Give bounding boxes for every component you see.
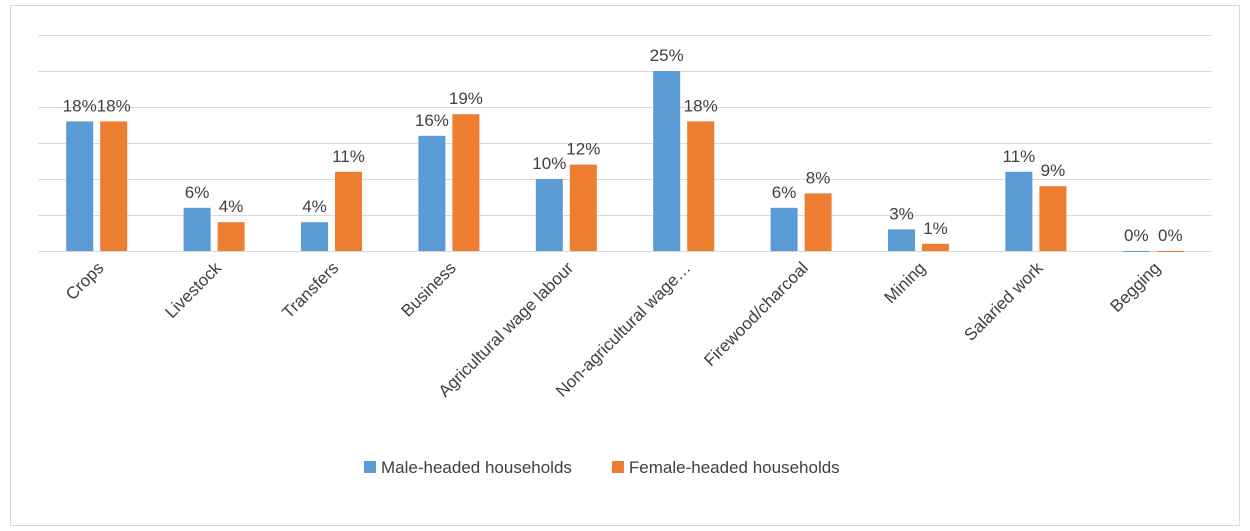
bar — [335, 171, 362, 251]
data-label: 0% — [1124, 226, 1149, 245]
legend-label: Female-headed households — [629, 458, 840, 477]
chart-border — [10, 5, 1240, 526]
data-label: 18% — [684, 96, 718, 115]
data-label: 9% — [1041, 161, 1066, 180]
bar — [804, 193, 832, 251]
bar — [922, 243, 949, 251]
data-label: 11% — [332, 147, 365, 166]
data-label: 16% — [415, 111, 449, 130]
legend-swatch — [611, 461, 624, 473]
bar — [653, 71, 681, 251]
bar — [1039, 186, 1067, 251]
data-label: 6% — [185, 183, 210, 202]
data-label: 25% — [650, 46, 684, 65]
legend-swatch — [364, 461, 376, 473]
bar — [301, 222, 328, 251]
legend-label: Male-headed households — [381, 458, 572, 477]
data-label: 0% — [1158, 226, 1183, 245]
data-label: 3% — [889, 204, 914, 223]
data-label: 6% — [772, 183, 797, 202]
bar — [770, 207, 798, 251]
data-label: 12% — [566, 140, 600, 159]
bar — [100, 121, 128, 252]
data-label: 1% — [923, 219, 948, 238]
bar — [535, 179, 563, 251]
data-label: 19% — [449, 89, 483, 108]
bar — [687, 121, 715, 252]
bar — [888, 229, 915, 251]
bar — [1156, 251, 1184, 252]
data-label: 18% — [63, 96, 97, 115]
data-label: 11% — [1003, 147, 1036, 166]
bar — [452, 114, 480, 251]
bar — [217, 222, 245, 251]
bar — [1122, 251, 1150, 252]
data-label: 8% — [806, 168, 831, 187]
bar — [183, 207, 211, 251]
data-label: 18% — [97, 96, 131, 115]
data-label: 4% — [219, 197, 244, 216]
data-label: 4% — [302, 197, 327, 216]
bar — [418, 135, 446, 251]
data-label: 10% — [532, 154, 566, 173]
bar — [66, 121, 94, 252]
bar — [1005, 171, 1033, 251]
bar — [569, 164, 597, 251]
